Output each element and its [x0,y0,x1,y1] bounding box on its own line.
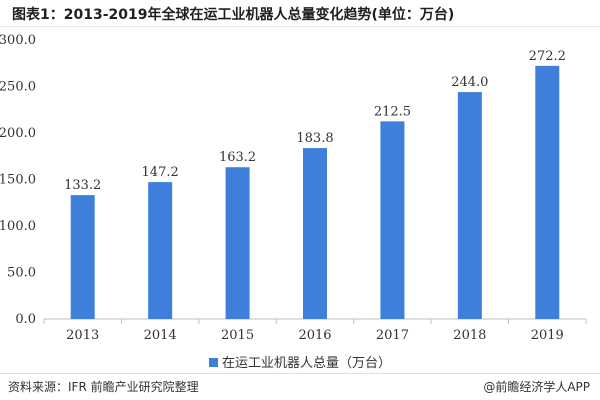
y-tick-label: 0.0 [15,312,36,327]
y-tick-label: 50.0 [7,266,36,281]
x-tick-label-2018: 2018 [453,328,486,343]
bar-2016 [303,148,327,319]
legend: 在运工业机器人总量（万台） [0,352,600,371]
y-tick-label: 300.0 [0,33,36,48]
data-label-2018: 244.0 [451,75,488,90]
footer-divider [0,373,600,374]
data-label-2017: 212.5 [374,104,411,119]
bar-2017 [380,121,405,319]
y-tick-label: 200.0 [0,126,36,141]
bar-2013 [70,195,95,319]
y-tick-label: 150.0 [0,173,36,188]
x-tick-label-2013: 2013 [66,328,99,343]
data-label-2016: 183.8 [296,131,333,146]
data-label-2015: 163.2 [219,150,256,165]
title-divider [0,26,600,27]
x-tick-label-2017: 2017 [376,328,409,343]
legend-label: 在运工业机器人总量（万台） [221,356,391,371]
x-tick-label-2015: 2015 [221,328,254,343]
x-tick-label-2019: 2019 [531,328,564,343]
data-label-2019: 272.2 [529,49,566,64]
data-label-2014: 147.2 [142,165,179,180]
bar-2015 [225,167,250,319]
y-tick-label: 100.0 [0,219,36,234]
chart-title: 图表1：2013-2019年全球在运工业机器人总量变化趋势(单位：万台) [12,7,455,23]
x-tick-label-2014: 2014 [144,328,177,343]
source-note: 资料来源：IFR 前瞻产业研究院整理 [8,380,199,394]
credit-note: @前瞻经济学人APP [483,380,590,394]
bar-2019 [535,65,560,319]
bar-2014 [148,182,173,319]
legend-swatch [208,358,218,367]
data-label-2013: 133.2 [64,178,101,193]
bar-2018 [457,92,482,319]
y-tick-label: 250.0 [0,80,36,95]
x-tick-label-2016: 2016 [298,328,331,343]
